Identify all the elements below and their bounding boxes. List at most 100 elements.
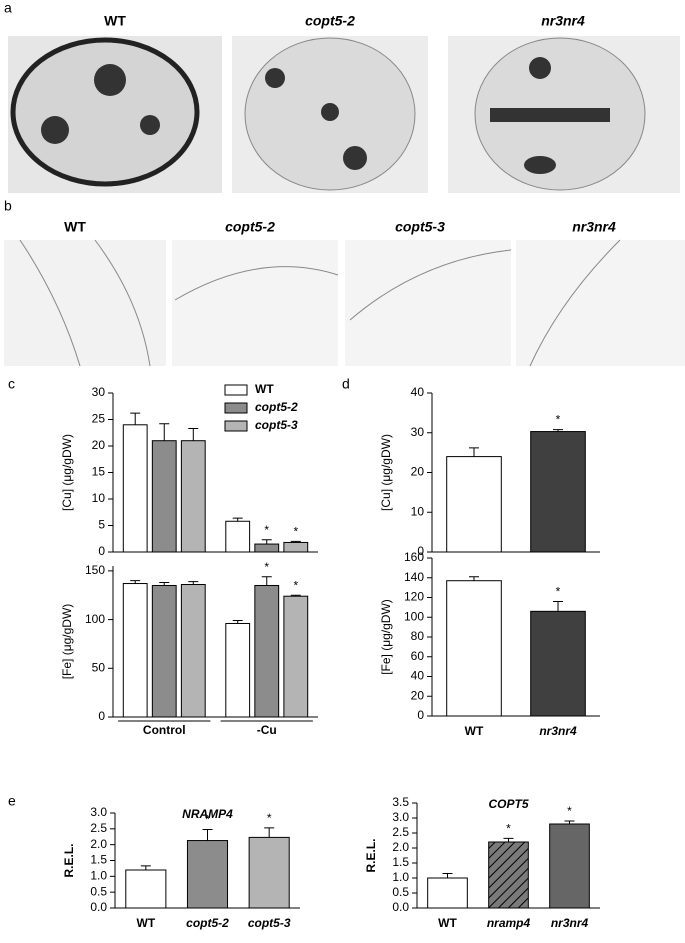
bar <box>530 610 586 717</box>
y-tick-label: 3.0 <box>392 810 409 824</box>
error-bar <box>261 576 272 586</box>
bar <box>446 456 502 553</box>
significance: * <box>506 822 511 836</box>
bar <box>151 584 177 718</box>
panel-label: d <box>342 376 350 392</box>
y-tick-label: 10 <box>411 504 425 518</box>
y-tick-label: 140 <box>404 570 424 584</box>
micrograph-title: WT <box>104 13 126 29</box>
significance: * <box>264 523 269 537</box>
error-bar <box>202 828 213 841</box>
micrograph <box>345 240 512 366</box>
y-tick-label: 1.0 <box>392 870 409 884</box>
significance: * <box>293 525 298 539</box>
significance: * <box>293 578 298 592</box>
micrograph-title: copt5-2 <box>305 13 355 29</box>
y-tick-label: 150 <box>85 563 105 577</box>
bar <box>125 869 167 909</box>
error-bar <box>232 517 243 522</box>
x-tick-label: copt5-2 <box>186 916 229 930</box>
y-tick-label: 40 <box>411 669 425 683</box>
y-tick-label: 0 <box>98 544 105 558</box>
x-tick-label: nramp4 <box>487 916 531 930</box>
y-tick-label: 1.0 <box>90 869 107 883</box>
y-tick-label: 80 <box>411 629 425 643</box>
error-bar <box>469 576 479 581</box>
legend-swatch <box>224 384 248 396</box>
micrograph-title: nr3nr4 <box>541 13 585 29</box>
micrograph-title: copt5-2 <box>225 219 275 235</box>
significance: * <box>264 560 269 574</box>
micrograph <box>516 239 685 367</box>
y-tick-label: 0 <box>98 709 105 723</box>
bar <box>283 595 309 718</box>
panel-label: b <box>4 198 12 214</box>
error-bar <box>159 423 170 441</box>
y-tick-label: 10 <box>92 491 106 505</box>
significance: * <box>556 413 561 427</box>
y-axis-label: [Cu] (μg/gDW) <box>379 434 393 511</box>
micrograph-title: WT <box>64 219 86 235</box>
y-tick-label: 1.5 <box>90 853 107 867</box>
y-tick-label: 160 <box>404 550 424 564</box>
y-tick-label: 0.0 <box>90 900 107 914</box>
error-bar <box>564 820 575 824</box>
y-tick-label: 50 <box>92 660 106 674</box>
y-tick-label: 20 <box>92 438 106 452</box>
bar <box>254 543 280 553</box>
y-axis-label: R.E.L. <box>364 838 378 872</box>
micrograph-title: copt5-3 <box>395 219 445 235</box>
bar <box>254 584 280 718</box>
y-tick-label: 100 <box>404 609 424 623</box>
significance: * <box>267 811 272 825</box>
y-tick-label: 2.5 <box>392 825 409 839</box>
y-tick-label: 40 <box>411 385 425 399</box>
y-tick-label: 0.5 <box>90 884 107 898</box>
y-axis-label: [Cu] (μg/gDW) <box>60 434 74 511</box>
y-tick-label: 3.5 <box>392 795 409 809</box>
legend-label: WT <box>255 382 274 396</box>
y-tick-label: 2.5 <box>90 821 107 835</box>
panel-label: c <box>8 376 15 392</box>
error-bar <box>188 428 199 441</box>
y-tick-label: 100 <box>85 612 105 626</box>
error-bar <box>130 580 141 584</box>
bar <box>549 823 590 909</box>
error-bar <box>188 581 199 585</box>
significance: * <box>205 813 210 827</box>
error-bar <box>232 620 243 624</box>
legend-swatch <box>224 402 248 414</box>
legend-label: copt5-2 <box>255 400 298 414</box>
panel-label: e <box>8 793 16 809</box>
error-bar <box>469 447 479 457</box>
y-tick-label: 30 <box>92 385 106 399</box>
bar <box>122 583 148 718</box>
error-bar <box>553 600 563 612</box>
bar <box>225 520 251 553</box>
bar <box>186 840 229 909</box>
bar <box>530 431 586 553</box>
y-tick-label: 0.0 <box>392 900 409 914</box>
chart-title: NRAMP4 <box>182 807 233 821</box>
y-axis-label: [Fe] (μg/gDW) <box>379 599 393 675</box>
bar <box>180 584 206 718</box>
y-axis-label: [Fe] (μg/gDW) <box>60 604 74 680</box>
bar <box>151 440 177 553</box>
bar <box>180 440 206 553</box>
micrograph <box>172 240 339 366</box>
significance: * <box>567 804 572 818</box>
y-tick-label: 0 <box>417 708 424 722</box>
bar <box>225 622 251 718</box>
x-tick-label: nr3nr4 <box>551 916 589 930</box>
error-bar <box>503 837 514 842</box>
x-tick-label: WT <box>137 916 156 930</box>
error-bar <box>442 873 453 878</box>
micrograph <box>4 239 166 367</box>
y-tick-label: 25 <box>92 412 106 426</box>
y-tick-label: 1.5 <box>392 855 409 869</box>
y-tick-label: 0.5 <box>392 885 409 899</box>
y-tick-label: 30 <box>411 425 425 439</box>
error-bar <box>290 540 301 543</box>
x-tick-label: -Cu <box>257 723 277 737</box>
